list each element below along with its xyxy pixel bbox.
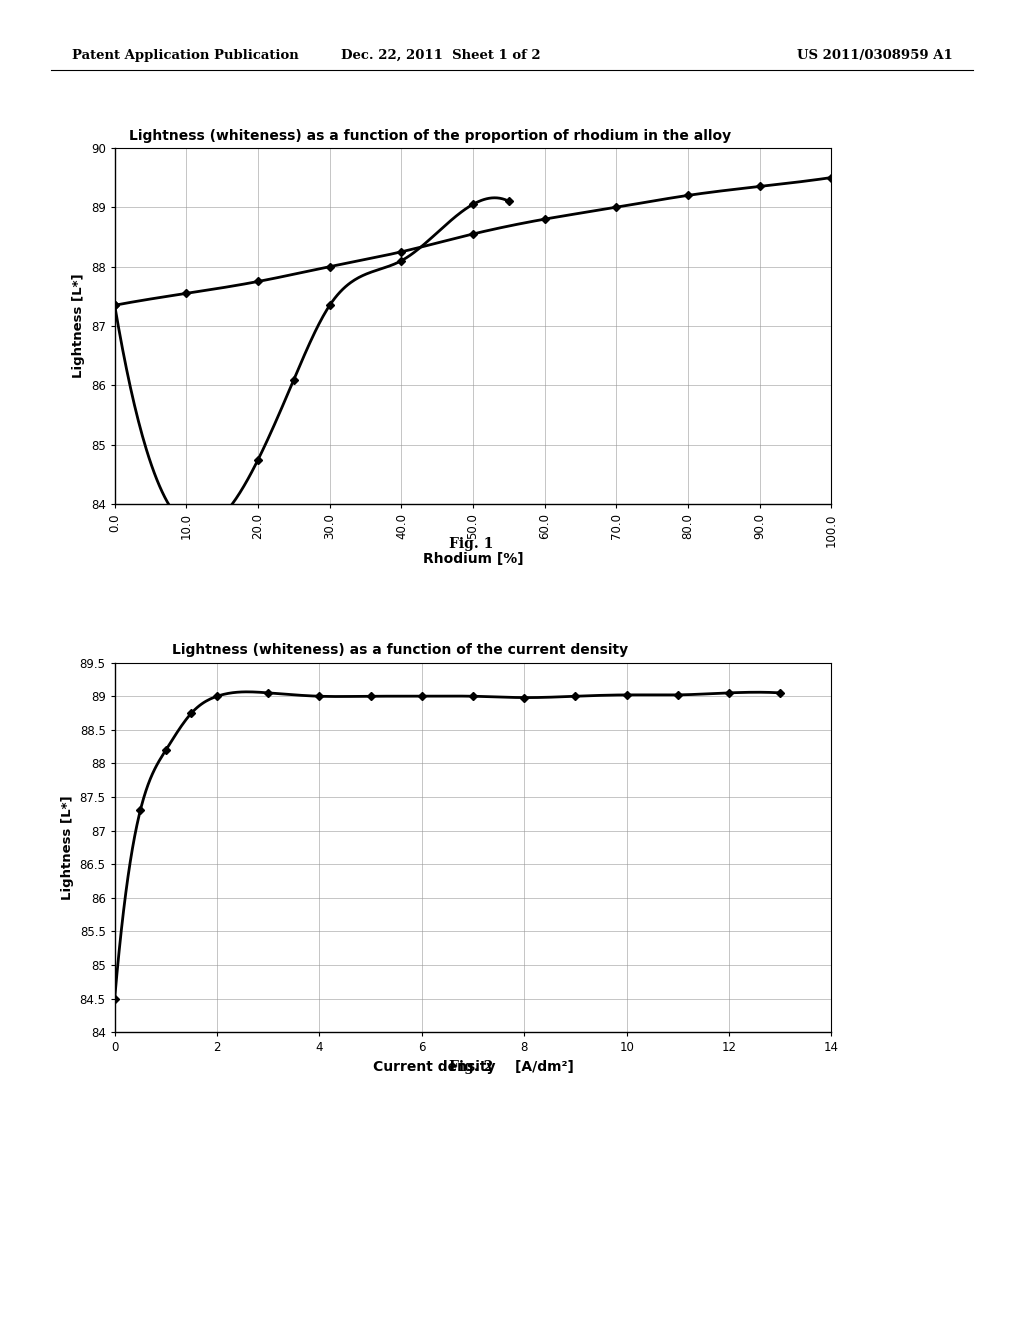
Text: Patent Application Publication: Patent Application Publication <box>72 49 298 62</box>
Text: Fig. 1: Fig. 1 <box>449 537 494 552</box>
Text: Dec. 22, 2011  Sheet 1 of 2: Dec. 22, 2011 Sheet 1 of 2 <box>341 49 540 62</box>
Y-axis label: Lightness [L*]: Lightness [L*] <box>73 273 85 379</box>
Text: Fig. 2: Fig. 2 <box>449 1060 494 1074</box>
Text: Lightness (whiteness) as a function of the current density: Lightness (whiteness) as a function of t… <box>172 643 628 657</box>
Y-axis label: Lightness [L*]: Lightness [L*] <box>61 795 74 900</box>
X-axis label: Current density    [A/dm²]: Current density [A/dm²] <box>373 1060 573 1074</box>
X-axis label: Rhodium [%]: Rhodium [%] <box>423 552 523 566</box>
Text: Lightness (whiteness) as a function of the proportion of rhodium in the alloy: Lightness (whiteness) as a function of t… <box>129 128 731 143</box>
Text: US 2011/0308959 A1: US 2011/0308959 A1 <box>797 49 952 62</box>
